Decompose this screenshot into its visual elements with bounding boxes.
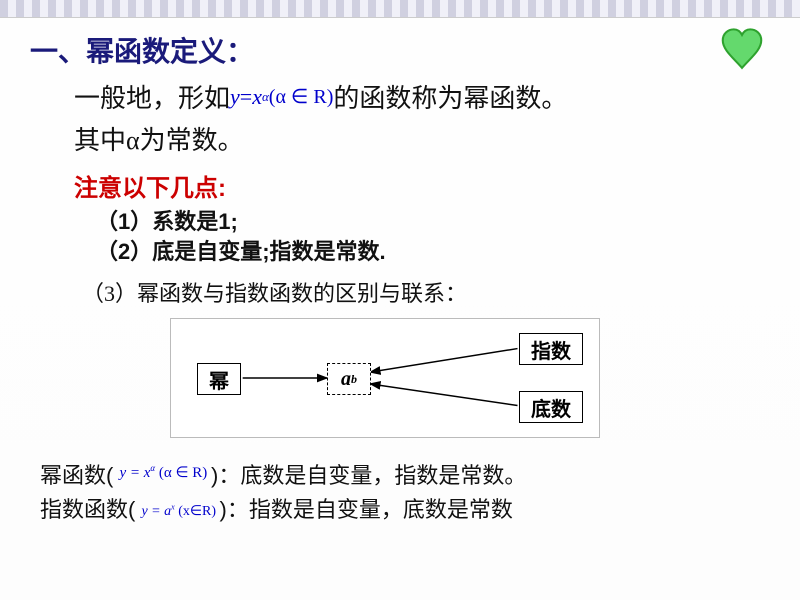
conc1-post: )：底数是自变量，指数是常数。 — [211, 463, 526, 488]
formula-eq: = — [240, 84, 252, 110]
attention-heading: 注意以下几点: — [74, 168, 226, 203]
node-ab: ab — [327, 363, 371, 395]
edge-zhishu-ab — [370, 349, 517, 373]
heart-icon — [720, 28, 764, 72]
conc1-pre: 幂函数( — [40, 463, 119, 488]
def-pre: 一般地，形如 — [74, 78, 230, 115]
edge-dishu-ab — [370, 384, 517, 406]
ab-exp: b — [351, 372, 357, 387]
formula-cond: (α ∈ R) — [269, 84, 334, 109]
point-2: （2）底是自变量;指数是常数. — [96, 234, 386, 266]
conc2-post: )：指数是自变量，底数是常数 — [220, 497, 513, 522]
conc2-base: y = a — [141, 504, 171, 519]
power-formula: y = x α (α ∈ R) — [230, 84, 333, 110]
conc2-pre: 指数函数( — [40, 497, 135, 522]
conc1-cond: (α ∈ R) — [155, 465, 207, 481]
formula-x: x — [252, 84, 262, 110]
point-1: （1）系数是1; — [96, 204, 238, 236]
point-3: （3）幂函数与指数函数的区别与联系： — [82, 276, 467, 308]
ab-base: a — [341, 368, 351, 391]
definition-line: 一般地，形如 y = x α (α ∈ R) 的函数称为幂函数。 — [74, 78, 567, 115]
conc1-formula: y = xα (α ∈ R) — [119, 465, 211, 481]
conc1-base: y = x — [119, 465, 150, 481]
node-dishu: 底数 — [519, 391, 583, 423]
formula-y: y — [230, 84, 240, 110]
conc2-formula: y = ax (x∈R) — [141, 504, 219, 519]
conclusion-exp: 指数函数( y = ax (x∈R) )：指数是自变量，底数是常数 — [40, 492, 513, 524]
section-title: 一、幂函数定义： — [30, 30, 254, 70]
conc2-cond: (x∈R) — [175, 504, 216, 519]
conclusion-power: 幂函数( y = xα (α ∈ R) )：底数是自变量，指数是常数。 — [40, 458, 526, 490]
def-post: 的函数称为幂函数。 — [333, 78, 567, 115]
node-zhishu: 指数 — [519, 333, 583, 365]
node-mi: 幂 — [197, 363, 241, 395]
formula-alpha: α — [262, 89, 269, 105]
definition-line2: 其中α为常数。 — [74, 120, 244, 157]
top-decorative-bar — [0, 0, 800, 18]
relation-diagram: 幂 ab 指数 底数 — [170, 318, 600, 438]
